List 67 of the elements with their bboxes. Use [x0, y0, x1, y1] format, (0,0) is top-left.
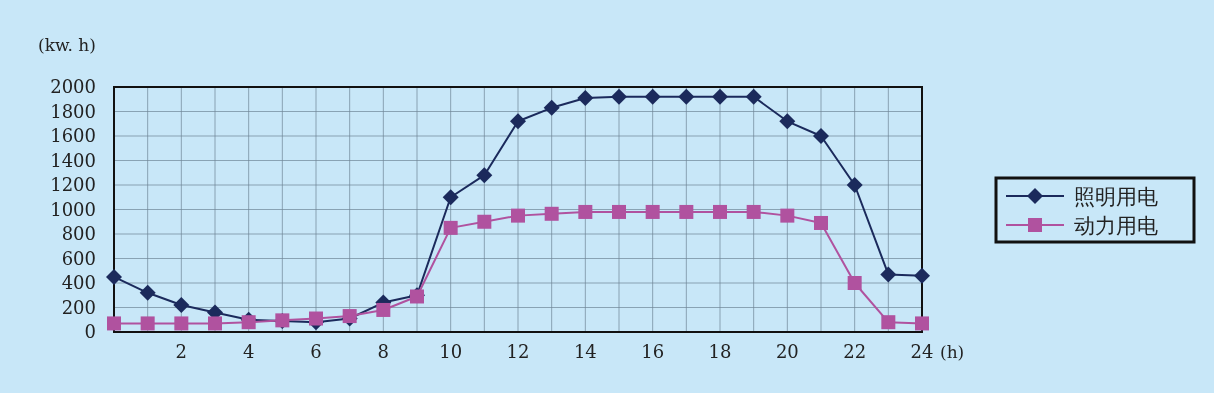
point — [208, 316, 222, 331]
x-tick-label: 18 — [708, 341, 732, 362]
point — [814, 215, 828, 230]
point — [174, 316, 189, 331]
point — [644, 88, 661, 105]
point — [106, 268, 122, 285]
y-tick-label: 1800 — [50, 100, 96, 122]
x-axis-title: (h) — [940, 342, 965, 362]
x-tick-label: 2 — [175, 341, 188, 362]
point — [140, 316, 155, 331]
y-tick-label: 400 — [61, 272, 96, 293]
point — [577, 90, 594, 107]
point — [713, 204, 727, 219]
point — [746, 204, 761, 219]
point — [881, 315, 896, 330]
y-tick-label: 1400 — [50, 149, 96, 171]
point — [611, 88, 627, 105]
point — [846, 177, 863, 193]
x-tick-label: 14 — [573, 341, 597, 362]
y-tick-label: 800 — [61, 223, 96, 244]
y-tick-label: 1000 — [50, 198, 96, 220]
y-axis-title: (kw. h) — [38, 35, 96, 55]
point — [915, 316, 929, 331]
point — [476, 167, 493, 184]
point — [511, 208, 525, 223]
point — [442, 189, 459, 206]
x-tick-label: 4 — [242, 341, 255, 362]
x-tick-label: 24 — [910, 341, 934, 362]
point — [477, 214, 492, 229]
point — [510, 113, 526, 130]
y-tick-label: 1600 — [50, 125, 96, 146]
point — [712, 88, 728, 105]
point — [543, 99, 560, 116]
y-tick-label: 2000 — [50, 76, 96, 97]
point — [578, 204, 593, 219]
point — [612, 204, 626, 219]
point — [139, 284, 156, 301]
point — [745, 88, 762, 105]
point — [241, 315, 256, 330]
point — [645, 204, 660, 219]
point — [107, 316, 121, 331]
point — [309, 311, 323, 326]
point — [376, 302, 391, 317]
y-tick-label: 200 — [61, 296, 96, 318]
x-tick-label: 10 — [439, 341, 463, 362]
point — [443, 220, 458, 235]
legend-label: 照明用电 — [1074, 185, 1158, 209]
x-tick-label: 12 — [506, 341, 530, 362]
point — [847, 276, 862, 290]
x-tick-label: 6 — [310, 341, 322, 362]
legend-label: 动力用电 — [1074, 214, 1158, 238]
point — [678, 88, 695, 105]
x-tick-label: 20 — [775, 341, 799, 362]
y-tick-label: 600 — [61, 247, 96, 269]
point — [813, 128, 829, 144]
y-tick-label: 1200 — [50, 174, 96, 195]
x-tick-label: 16 — [641, 341, 665, 362]
point — [779, 113, 796, 130]
point — [914, 267, 930, 284]
point — [544, 206, 559, 221]
point — [679, 204, 694, 219]
x-tick-label: 22 — [843, 341, 867, 362]
point — [173, 297, 190, 314]
x-tick-label: 8 — [377, 341, 390, 362]
y-tick-label: 0 — [84, 321, 96, 342]
point — [880, 266, 897, 283]
point — [780, 208, 795, 223]
